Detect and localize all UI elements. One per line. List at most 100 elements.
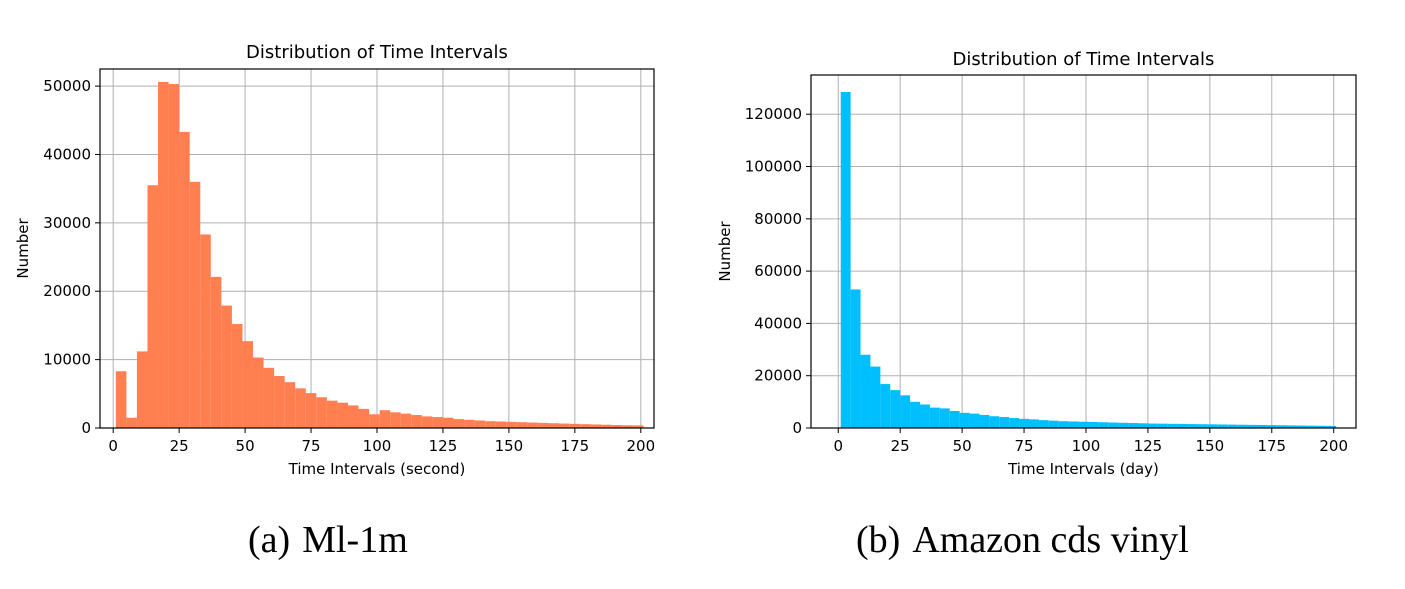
histogram-bar	[453, 419, 465, 428]
grid	[811, 75, 1356, 429]
histogram-bar	[1247, 424, 1257, 428]
histogram-bar	[474, 420, 486, 428]
histogram-bar	[860, 354, 871, 428]
histogram-bar	[326, 400, 338, 428]
x-tick-label: 75	[302, 437, 321, 455]
caption-a-text: Ml-1m	[302, 519, 408, 561]
x-tick-label: 0	[108, 437, 118, 455]
histogram-bar	[242, 341, 254, 428]
histogram-bar	[1326, 425, 1337, 428]
y-tick-label: 10000	[43, 351, 91, 369]
x-axis-label: Time Intervals (day)	[1007, 460, 1159, 478]
histogram-bar	[910, 401, 920, 428]
histogram-bar	[1068, 421, 1079, 428]
histogram-bar	[305, 393, 317, 428]
histogram-bar	[158, 81, 169, 429]
histogram-bar	[999, 417, 1010, 428]
histogram-bar	[1237, 424, 1247, 428]
histogram-bar	[548, 423, 560, 428]
histogram-bar	[1078, 421, 1089, 428]
x-tick-label: 175	[561, 437, 590, 455]
plot-frame	[810, 74, 1357, 429]
y-tick-label: 40000	[43, 145, 91, 163]
histogram-bar	[850, 289, 861, 428]
histogram-bar	[920, 404, 930, 428]
histogram-bar	[939, 408, 950, 428]
histogram-bar	[959, 412, 970, 428]
histogram-bar	[929, 407, 940, 428]
histogram-bar	[900, 395, 911, 428]
histogram-bar	[284, 382, 296, 428]
x-ticks: 0 25 50 75 100 125 150 175 200	[833, 428, 1348, 455]
histogram-bar	[1058, 421, 1069, 428]
x-tick-label: 0	[833, 437, 843, 455]
histogram-bar	[1118, 422, 1129, 428]
histogram-bar	[1088, 421, 1099, 428]
x-tick-label: 200	[626, 437, 655, 455]
histogram-bar	[1187, 424, 1198, 428]
y-tick-label: 50000	[43, 77, 91, 95]
histogram-bar	[485, 421, 496, 428]
histogram-bar	[295, 388, 306, 428]
histogram-bar	[179, 131, 190, 429]
histogram-bar	[379, 410, 391, 428]
histogram-bar	[263, 367, 275, 428]
chart-title: Distribution of Time Intervals	[246, 42, 508, 63]
y-tick-label: 40000	[754, 314, 802, 332]
x-tick-label: 75	[1014, 437, 1033, 455]
histogram-bar	[358, 408, 370, 428]
histogram-bar	[632, 425, 644, 428]
caption-a: (a) Ml-1m	[248, 518, 408, 562]
histogram-bar	[495, 421, 507, 428]
histogram-bar	[559, 423, 570, 428]
histogram-bar	[115, 371, 127, 428]
histogram-bar	[969, 413, 980, 428]
histogram-bar	[870, 366, 881, 428]
histogram-bar	[1128, 423, 1138, 428]
x-tick-label: 100	[1072, 437, 1101, 455]
histogram-bar	[464, 419, 475, 428]
histogram-bar	[1177, 423, 1188, 428]
caption-b-label: (b)	[856, 519, 901, 561]
histogram-bar	[611, 424, 623, 428]
chart-title: Distribution of Time Intervals	[953, 49, 1215, 70]
histogram-bar	[622, 425, 633, 428]
y-ticks: 0 20000 40000 60000 80000 100000 120000	[745, 105, 811, 437]
histogram-bar	[840, 91, 851, 428]
histogram-bar	[1227, 424, 1238, 428]
bars	[840, 91, 1337, 428]
histogram-bar	[1266, 425, 1277, 428]
histogram-bar	[210, 276, 222, 428]
histogram-bar	[1256, 424, 1267, 428]
histogram-bar	[1207, 424, 1218, 428]
histogram-bar	[126, 417, 137, 428]
histogram-bar	[1286, 425, 1297, 428]
x-tick-label: 25	[891, 437, 910, 455]
histogram-bar	[601, 424, 612, 428]
histogram-bar	[432, 417, 443, 428]
histogram-bar	[390, 412, 401, 428]
x-tick-label: 175	[1257, 437, 1286, 455]
histogram-bar	[989, 416, 1000, 428]
y-tick-label: 20000	[43, 282, 91, 300]
histogram-bar	[337, 402, 348, 428]
histogram-bar	[1197, 424, 1208, 428]
y-axis-label: Number	[14, 218, 32, 279]
x-axis-label: Time Intervals (second)	[288, 460, 466, 478]
histogram-bar	[527, 422, 538, 428]
histogram-bar	[1138, 423, 1148, 428]
histogram-bar	[189, 181, 201, 428]
caption-a-label: (a)	[248, 519, 291, 561]
histogram-bar	[221, 305, 232, 428]
histogram-bar	[147, 185, 159, 428]
y-ticks: 0 10000 20000 30000 40000 50000	[43, 77, 100, 437]
x-tick-label: 150	[495, 437, 524, 455]
histogram-bar	[1276, 425, 1287, 428]
histogram-bar	[1157, 423, 1168, 428]
histogram-bar	[400, 413, 412, 428]
histogram-bar	[253, 357, 264, 428]
histogram-bar	[580, 424, 591, 428]
y-tick-label: 20000	[754, 367, 802, 385]
histogram-bar	[516, 422, 528, 428]
